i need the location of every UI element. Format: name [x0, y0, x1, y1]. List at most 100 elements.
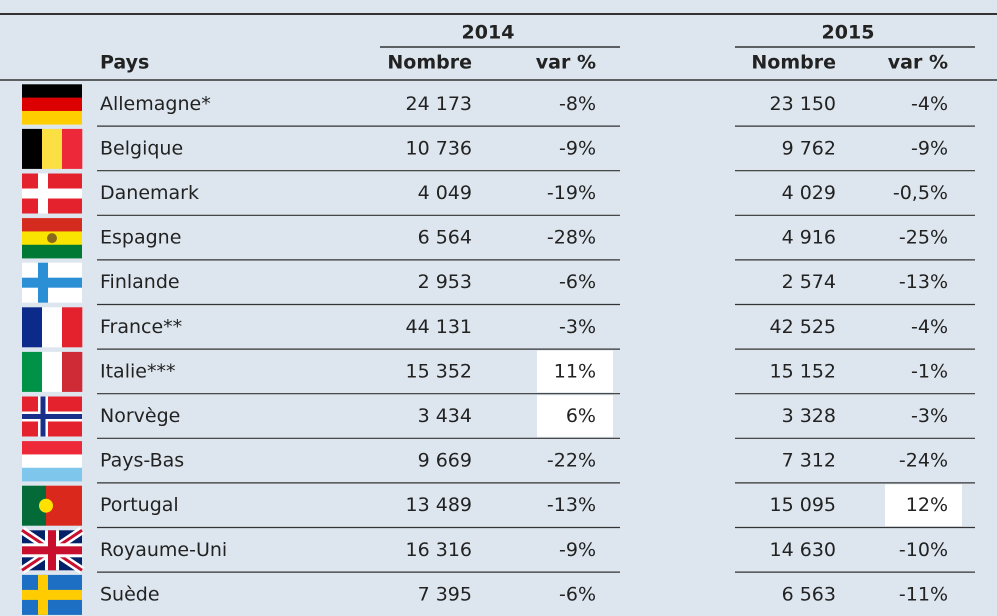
cell-value: 4 049: [418, 182, 472, 204]
country-name: Belgique: [100, 137, 183, 159]
cell-value: 10 736: [406, 137, 472, 159]
country-name: Allemagne*: [100, 93, 211, 115]
cell-value: -8%: [559, 93, 596, 115]
highlight-cell: [537, 395, 613, 437]
flag-stripe: [22, 244, 82, 259]
year-header: 2014: [462, 22, 515, 44]
cell-value: 2 953: [418, 271, 472, 293]
cell-value: 23 150: [770, 93, 836, 115]
cell-value: -1%: [911, 360, 948, 382]
flag: [22, 485, 82, 526]
cell-value: -0,5%: [893, 182, 948, 204]
country-name: Italie***: [100, 360, 175, 382]
cell-value: 4 916: [782, 227, 836, 249]
cell-value: 9 669: [418, 450, 472, 472]
cell-value: -13%: [899, 271, 948, 293]
cell-value: 6 564: [418, 227, 472, 249]
country-name: Portugal: [100, 494, 179, 516]
flag-emblem: [47, 233, 57, 244]
cell-value: 16 316: [406, 539, 472, 561]
flag: [19, 526, 85, 574]
cell-value: 15 152: [770, 360, 836, 382]
cell-value: 7 312: [782, 450, 836, 472]
flag-stripe: [42, 307, 63, 348]
flag-stripe: [42, 128, 63, 169]
cell-value: 7 395: [418, 583, 472, 605]
highlight-cell: [885, 484, 962, 526]
cell-value: -10%: [899, 539, 948, 561]
cell-value: -9%: [559, 137, 596, 159]
highlight-cell: [537, 350, 613, 393]
cell-value: 9 762: [782, 137, 836, 159]
flag-stripe: [22, 467, 82, 482]
cell-value: 4 029: [782, 182, 836, 204]
flag: [22, 351, 83, 392]
flag-stripe: [22, 110, 82, 125]
cell-value: -4%: [911, 316, 948, 338]
cell-value: -9%: [911, 137, 948, 159]
cell-value: -19%: [547, 182, 596, 204]
country-name: France**: [100, 316, 182, 338]
year-header: 2015: [822, 22, 875, 44]
cell-value: -4%: [911, 93, 948, 115]
flag-stripe: [62, 128, 83, 169]
flag-stripe: [42, 351, 63, 392]
flag: [22, 128, 83, 169]
flag: [22, 441, 82, 482]
cell-value: 13 489: [406, 494, 472, 516]
cell-value: 12%: [906, 494, 948, 516]
cell-value: -9%: [559, 539, 596, 561]
flag-emblem: [39, 498, 53, 513]
cell-value: -3%: [559, 316, 596, 338]
cell-value: 3 328: [782, 405, 836, 427]
cell-value: 44 131: [406, 316, 472, 338]
cell-value: 14 630: [770, 539, 836, 561]
column-header: var %: [888, 52, 948, 74]
cell-value: 6 563: [782, 583, 836, 605]
cell-value: -6%: [559, 583, 596, 605]
country-name: Danemark: [100, 182, 199, 204]
country-name: Norvège: [100, 405, 180, 427]
cell-value: 11%: [554, 360, 596, 382]
flag: [22, 218, 82, 259]
country-name: Pays-Bas: [100, 450, 184, 472]
flag-cross: [22, 188, 82, 199]
column-header: Nombre: [387, 52, 472, 74]
flag-stripe: [22, 454, 82, 469]
cell-value: -13%: [547, 494, 596, 516]
cell-value: -25%: [899, 227, 948, 249]
flag-cross: [22, 414, 82, 419]
cell-value: -22%: [547, 450, 596, 472]
country-name: Finlande: [100, 271, 180, 293]
cell-value: 15 352: [406, 360, 472, 382]
cell-value: -6%: [559, 271, 596, 293]
column-header: var %: [536, 52, 596, 74]
cell-value: 42 525: [770, 316, 836, 338]
country-name: Royaume-Uni: [100, 539, 227, 561]
flag-stripe: [62, 307, 83, 348]
country-name: Suède: [100, 583, 160, 605]
cell-value: 3 434: [418, 405, 472, 427]
flag-stripe: [22, 351, 43, 392]
cell-value: -28%: [547, 227, 596, 249]
country-name: Espagne: [100, 227, 181, 249]
flag-stripe: [62, 351, 83, 392]
flag-stripe: [22, 441, 82, 455]
flag-stripe: [22, 84, 82, 98]
cell-value: 15 095: [770, 494, 836, 516]
flag: [22, 173, 82, 214]
flag: [22, 262, 82, 303]
cell-value: 2 574: [782, 271, 836, 293]
flag-stripe: [22, 307, 43, 348]
flag-cross: [22, 589, 82, 600]
flag: [22, 574, 82, 615]
flag: [22, 396, 82, 437]
flag-stripe: [22, 97, 82, 112]
flag: [22, 307, 83, 348]
cell-value: -24%: [899, 450, 948, 472]
country-header: Pays: [100, 52, 149, 74]
flag-cross: [22, 546, 82, 555]
cell-value: -11%: [899, 583, 948, 605]
